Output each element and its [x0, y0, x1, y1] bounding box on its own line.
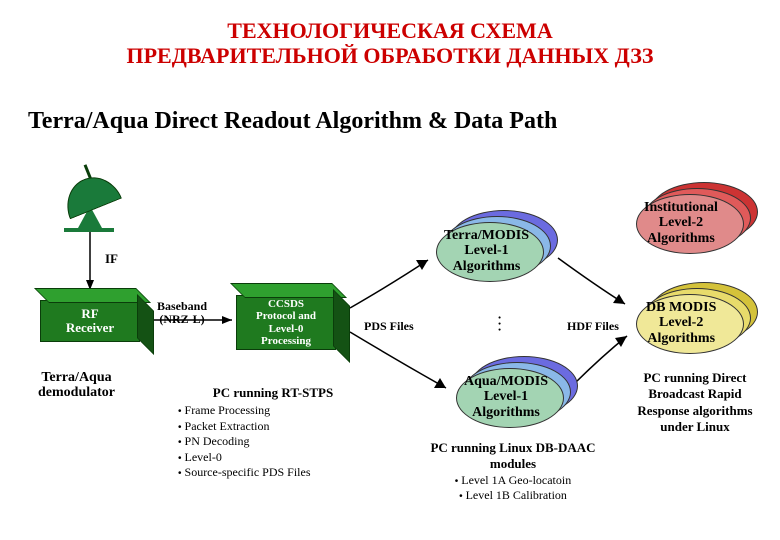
rf-receiver-text: RF Receiver [66, 307, 114, 334]
pds-files-label: PDS Files [364, 320, 414, 333]
dbdaac-bullets: • Level 1A Geo-locatoin• Level 1B Calibr… [418, 473, 608, 504]
dbdaac-info: PC running Linux DB-DAAC modules • Level… [418, 440, 608, 504]
subtitle: Terra/Aqua Direct Readout Algorithm & Da… [28, 108, 557, 135]
connectors-layer [0, 0, 780, 540]
vertical-dots-icon: … [494, 315, 515, 331]
satellite-dish-icon [62, 178, 118, 232]
terra-algorithms-label: Terra/MODIS Level-1 Algorithms [444, 228, 529, 274]
direct-info: PC running Direct Broadcast Rapid Respon… [620, 370, 770, 435]
rtstps-bullets: • Frame Processing• Packet Extraction• P… [178, 403, 368, 481]
rtstps-info: PC running RT-STPS • Frame Processing• P… [178, 385, 368, 481]
title-line1: ТЕХНОЛОГИЧЕСКАЯ СХЕМА [227, 18, 552, 43]
dbdaac-title: PC running Linux DB-DAAC modules [418, 440, 608, 473]
ccsds-box: CCSDS Protocol and Level-0 Processing [236, 295, 336, 350]
db-modis-algorithms-label: DB MODIS Level-2 Algorithms [646, 300, 716, 346]
rf-receiver-box: RF Receiver [40, 300, 140, 342]
ccsds-text: CCSDS Protocol and Level-0 Processing [256, 298, 316, 346]
institutional-algorithms-label: Institutional Level-2 Algorithms [644, 200, 718, 246]
hdf-files-label: HDF Files [567, 320, 619, 333]
if-label: IF [105, 252, 118, 266]
demodulator-label: Terra/Aqua demodulator [38, 370, 115, 401]
aqua-algorithms-label: Aqua/MODIS Level-1 Algorithms [464, 374, 548, 420]
direct-text: PC running Direct Broadcast Rapid Respon… [620, 370, 770, 435]
title-line2: ПРЕДВАРИТЕЛЬНОЙ ОБРАБОТКИ ДАННЫХ ДЗЗ [127, 43, 654, 68]
rtstps-title: PC running RT-STPS [178, 385, 368, 401]
baseband-label: Baseband (NRZ-L) [157, 300, 207, 326]
main-title: ТЕХНОЛОГИЧЕСКАЯ СХЕМА ПРЕДВАРИТЕЛЬНОЙ ОБ… [0, 0, 780, 69]
